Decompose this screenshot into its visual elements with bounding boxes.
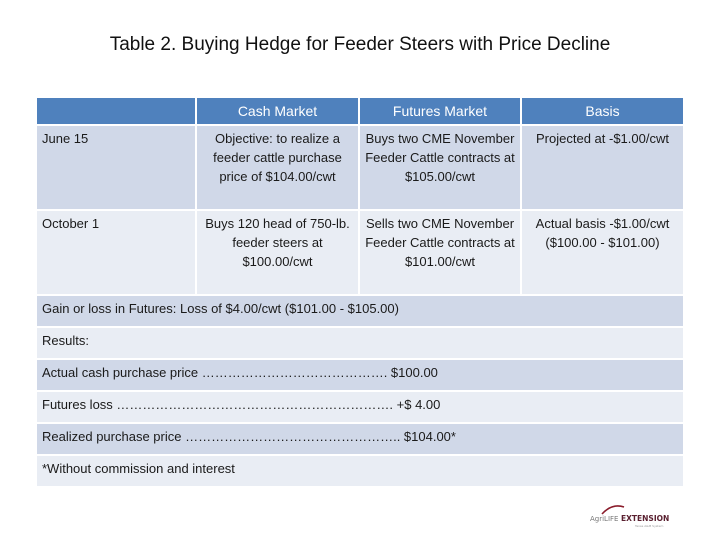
futures-market-cell: Buys two CME November Feeder Cattle cont… [360,126,522,209]
cash-market-cell: Buys 120 head of 750-lb. feeder steers a… [197,211,360,294]
table-row: October 1 Buys 120 head of 750-lb. feede… [37,211,683,294]
futures-loss-text: Futures loss ………………………………………………………. +$ 4… [37,392,683,422]
footnote-text: *Without commission and interest [37,456,683,486]
hedge-table: Cash Market Futures Market Basis June 15… [37,96,683,488]
row-date: June 15 [37,126,197,209]
row-date: October 1 [37,211,197,294]
gain-loss-text: Gain or loss in Futures: Loss of $4.00/c… [37,296,683,326]
logo-text-left: AgriLIFE [590,515,618,523]
results-row: Results: [37,328,683,358]
logo-text-right: EXTENSION [621,514,669,523]
gain-loss-row: Gain or loss in Futures: Loss of $4.00/c… [37,296,683,326]
basis-cell: Projected at -$1.00/cwt [522,126,683,209]
realized-price-row: Realized purchase price …………………………………………… [37,424,683,454]
futures-market-cell: Sells two CME November Feeder Cattle con… [360,211,522,294]
futures-loss-row: Futures loss ………………………………………………………. +$ 4… [37,392,683,422]
results-label: Results: [37,328,683,358]
header-basis: Basis [522,98,683,124]
basis-cell: Actual basis -$1.00/cwt ($100.00 - $101.… [522,211,683,294]
actual-cash-text: Actual cash purchase price …………………………………… [37,360,683,390]
table-row: June 15 Objective: to realize a feeder c… [37,126,683,209]
actual-cash-row: Actual cash purchase price …………………………………… [37,360,683,390]
logo-subtext: Texas A&M System [634,524,663,528]
header-futures-market: Futures Market [360,98,522,124]
header-blank [37,98,197,124]
header-cash-market: Cash Market [197,98,360,124]
logo-mark: AgriLIFE EXTENSION Texas A&M System [590,505,669,528]
agrilife-extension-logo: AgriLIFE EXTENSION Texas A&M System [580,500,680,530]
footnote-row: *Without commission and interest [37,456,683,486]
cash-market-cell: Objective: to realize a feeder cattle pu… [197,126,360,209]
table-title: Table 2. Buying Hedge for Feeder Steers … [109,34,611,55]
realized-price-text: Realized purchase price …………………………………………… [37,424,683,454]
header-row: Cash Market Futures Market Basis [37,98,683,124]
